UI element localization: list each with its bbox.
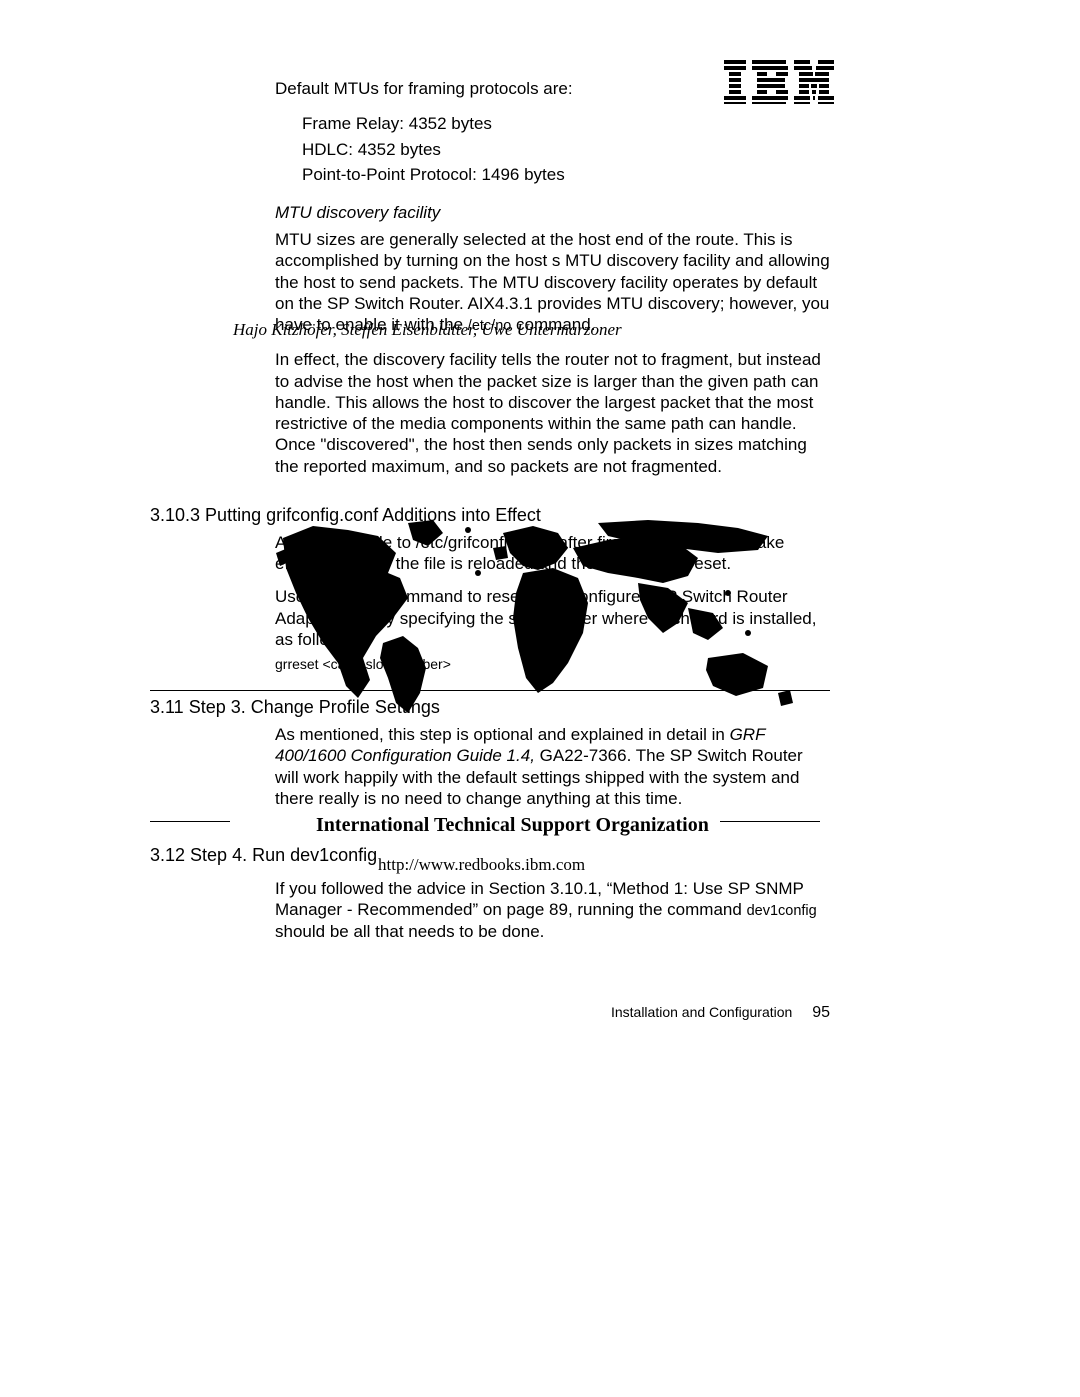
section-rule-3-11 [150,690,830,691]
footer-label: Installation and Configuration [611,1004,792,1020]
p312-pre: If you followed the advice in Section 3.… [275,879,804,919]
p3103a: Additions made to /etc/grifconfig.conf a… [275,532,830,575]
mtu-hdlc: HDLC: 4352 bytes [302,139,830,160]
p3103b: Use the grreset command to reset each co… [275,586,830,650]
grreset-code: grreset <card_slot_number> [275,656,830,672]
section-3-10-3-heading: 3.10.3 Putting grifconfig.conf Additions… [150,505,830,526]
itso-title: International Technical Support Organiza… [316,814,709,837]
overlay-authors: Hajo Kitzhöfer, Steffen Eisenblätter, Uw… [233,320,622,340]
p312: If you followed the advice in Section 3.… [275,878,830,942]
footer-page-number: 95 [812,1004,830,1021]
p312-tail: should be all that needs to be done. [275,922,544,941]
p3103b-pre: Use the [275,587,338,606]
rule-right [720,821,820,822]
mtu-frame-relay: Frame Relay: 4352 bytes [302,113,830,134]
page-footer: Installation and Configuration 95 [611,1004,830,1022]
p311-pre: As mentioned, this step is optional and … [275,725,730,744]
mtu-discovery-para2: In effect, the discovery facility tells … [275,349,830,477]
mtu-discovery-heading: MTU discovery facility [275,203,830,223]
p312-cmd: dev1config [747,903,817,919]
mtu-ppp: Point-to-Point Protocol: 1496 bytes [302,164,830,185]
section-3-11-heading: 3.11 Step 3. Change Profile Settings [150,697,830,718]
rule-left [150,821,230,822]
intro-line: Default MTUs for framing protocols are: [275,78,830,99]
p311: As mentioned, this step is optional and … [275,724,830,809]
p3103b-cmd: grreset [338,590,383,606]
itso-url: http://www.redbooks.ibm.com [378,855,585,875]
